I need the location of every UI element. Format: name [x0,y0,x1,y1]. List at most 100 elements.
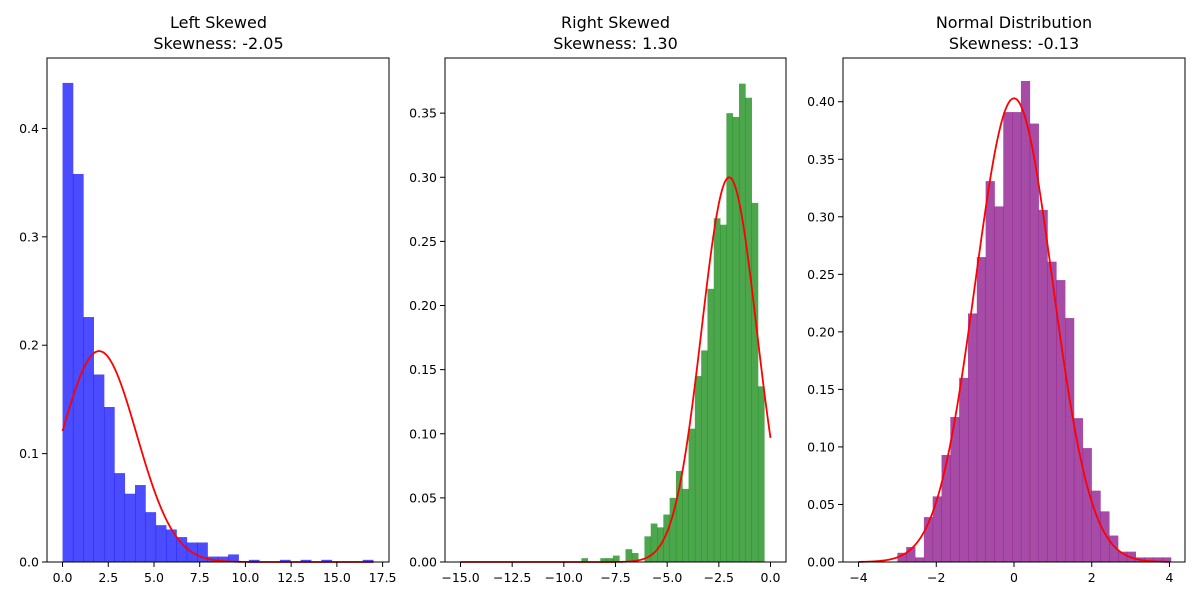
histogram-bar [83,317,94,562]
y-tick-label: 0.20 [409,298,437,313]
chart-title-line-2: Skewness: -0.13 [949,34,1079,53]
y-tick-label: 0.35 [409,106,437,121]
x-tick-label: −2 [927,570,945,585]
y-tick-label: 0.4 [19,121,39,136]
histogram-bar [606,558,614,562]
histogram-bar [663,514,671,562]
histogram-bar [1029,123,1039,562]
y-tick-label: 0.05 [807,497,835,512]
histogram-bar [745,97,752,562]
x-tick-label: −5.0 [652,570,682,585]
y-tick-label: 0.0 [19,555,39,570]
histogram-bar [166,529,177,562]
histogram-bar [155,525,167,562]
x-tick-label: 17.5 [369,570,397,585]
x-tick-label: 15.0 [323,570,351,585]
histogram-bar [1047,261,1057,562]
y-tick-label: 0.30 [409,170,437,185]
histogram-bar [625,549,633,562]
histogram-bar [1012,112,1022,562]
histogram-bar [959,377,969,562]
y-tick-label: 0.10 [807,439,835,454]
y-tick-label: 0.05 [409,490,437,505]
chart-title-line-2: Skewness: -2.05 [153,34,283,53]
histogram-bar [124,493,136,562]
histogram-bar [976,257,987,562]
histogram-bar [675,470,683,562]
y-tick-label: 0.3 [19,229,39,244]
y-tick-label: 0.1 [19,446,39,461]
histogram-bar [915,557,925,562]
histogram-bar [1109,535,1119,562]
histogram-bar [994,206,1004,562]
y-tick-label: 0.40 [807,94,835,109]
histogram-bar [950,417,960,562]
histogram-bar [682,488,689,562]
chart-title-line-2: Skewness: 1.30 [553,34,678,53]
histogram-bar [1144,557,1154,562]
chart-title-line-1: Normal Distribution [936,13,1092,32]
histogram-bar [985,181,995,562]
histogram-bar [1162,557,1172,562]
histogram-bars [581,83,765,563]
histogram-bar [362,559,374,562]
histogram-bar [1065,318,1075,562]
histogram-bar [1153,557,1163,562]
histogram-bar [176,537,188,562]
histogram-bar [732,116,740,563]
histogram-bar [1100,511,1110,562]
x-tick-label: −15.0 [441,570,479,585]
histogram-bar [923,517,934,562]
histogram-bar [103,407,115,562]
x-tick-label: 2.5 [98,570,118,585]
histogram-bar [145,512,157,562]
x-tick-label: 0.0 [53,570,73,585]
histogram-bar [1073,418,1084,562]
histogram-bar [1091,490,1101,562]
y-tick-label: 0.35 [807,152,835,167]
histogram-bar [600,558,608,562]
histogram-bar [197,542,208,562]
chart-title-line-1: Left Skewed [170,13,267,32]
plot-area-frame [46,57,390,563]
histogram-bar [906,547,916,562]
x-tick-label: 5.0 [144,570,164,585]
histogram-bar [1082,448,1092,562]
x-tick-label: 12.5 [277,570,305,585]
histogram-bar [720,224,727,562]
y-tick-label: 0.2 [19,338,39,353]
x-tick-label: 2 [1088,570,1096,585]
histogram-bar [967,313,978,562]
panel-normal-distribution: Normal Distribution Skewness: -0.13 −4 −2… [807,13,1186,585]
histogram-bar [279,559,291,562]
x-tick-label: −7.5 [600,570,630,585]
x-tick-label: 10.0 [232,570,260,585]
histogram-bar [217,556,229,562]
histogram-bar [1003,112,1013,562]
x-tick-label: −12.5 [493,570,531,585]
y-tick-label: 0.20 [807,324,835,339]
histogram-bar [1038,209,1048,562]
histogram-bar [757,386,765,562]
histogram-bar [650,523,658,562]
histogram-bar [694,376,702,562]
histogram-bar [941,454,951,562]
normal-fit-curve [858,97,1170,563]
histogram-bar [897,552,907,562]
chart-title-line-1: Right Skewed [561,13,670,32]
histogram-bar [300,559,312,562]
y-tick-label: 0.30 [807,209,835,224]
x-tick-label: 4 [1165,570,1173,585]
histogram-bar [707,288,715,562]
y-tick-label: 0.10 [409,426,437,441]
histogram-bar [612,555,620,562]
histogram-bar [1117,551,1128,562]
histogram-bar [713,218,721,562]
y-tick-label: 0.15 [409,362,437,377]
histogram-bar [581,558,589,562]
x-tick-label: −4 [849,570,867,585]
panel-right-skewed: Right Skewed Skewness: 1.30 −15.0 −12.5 −1… [409,13,787,585]
histogram-bar [726,113,734,563]
histogram-bar [631,553,639,562]
x-tick-label: 0 [1010,570,1018,585]
